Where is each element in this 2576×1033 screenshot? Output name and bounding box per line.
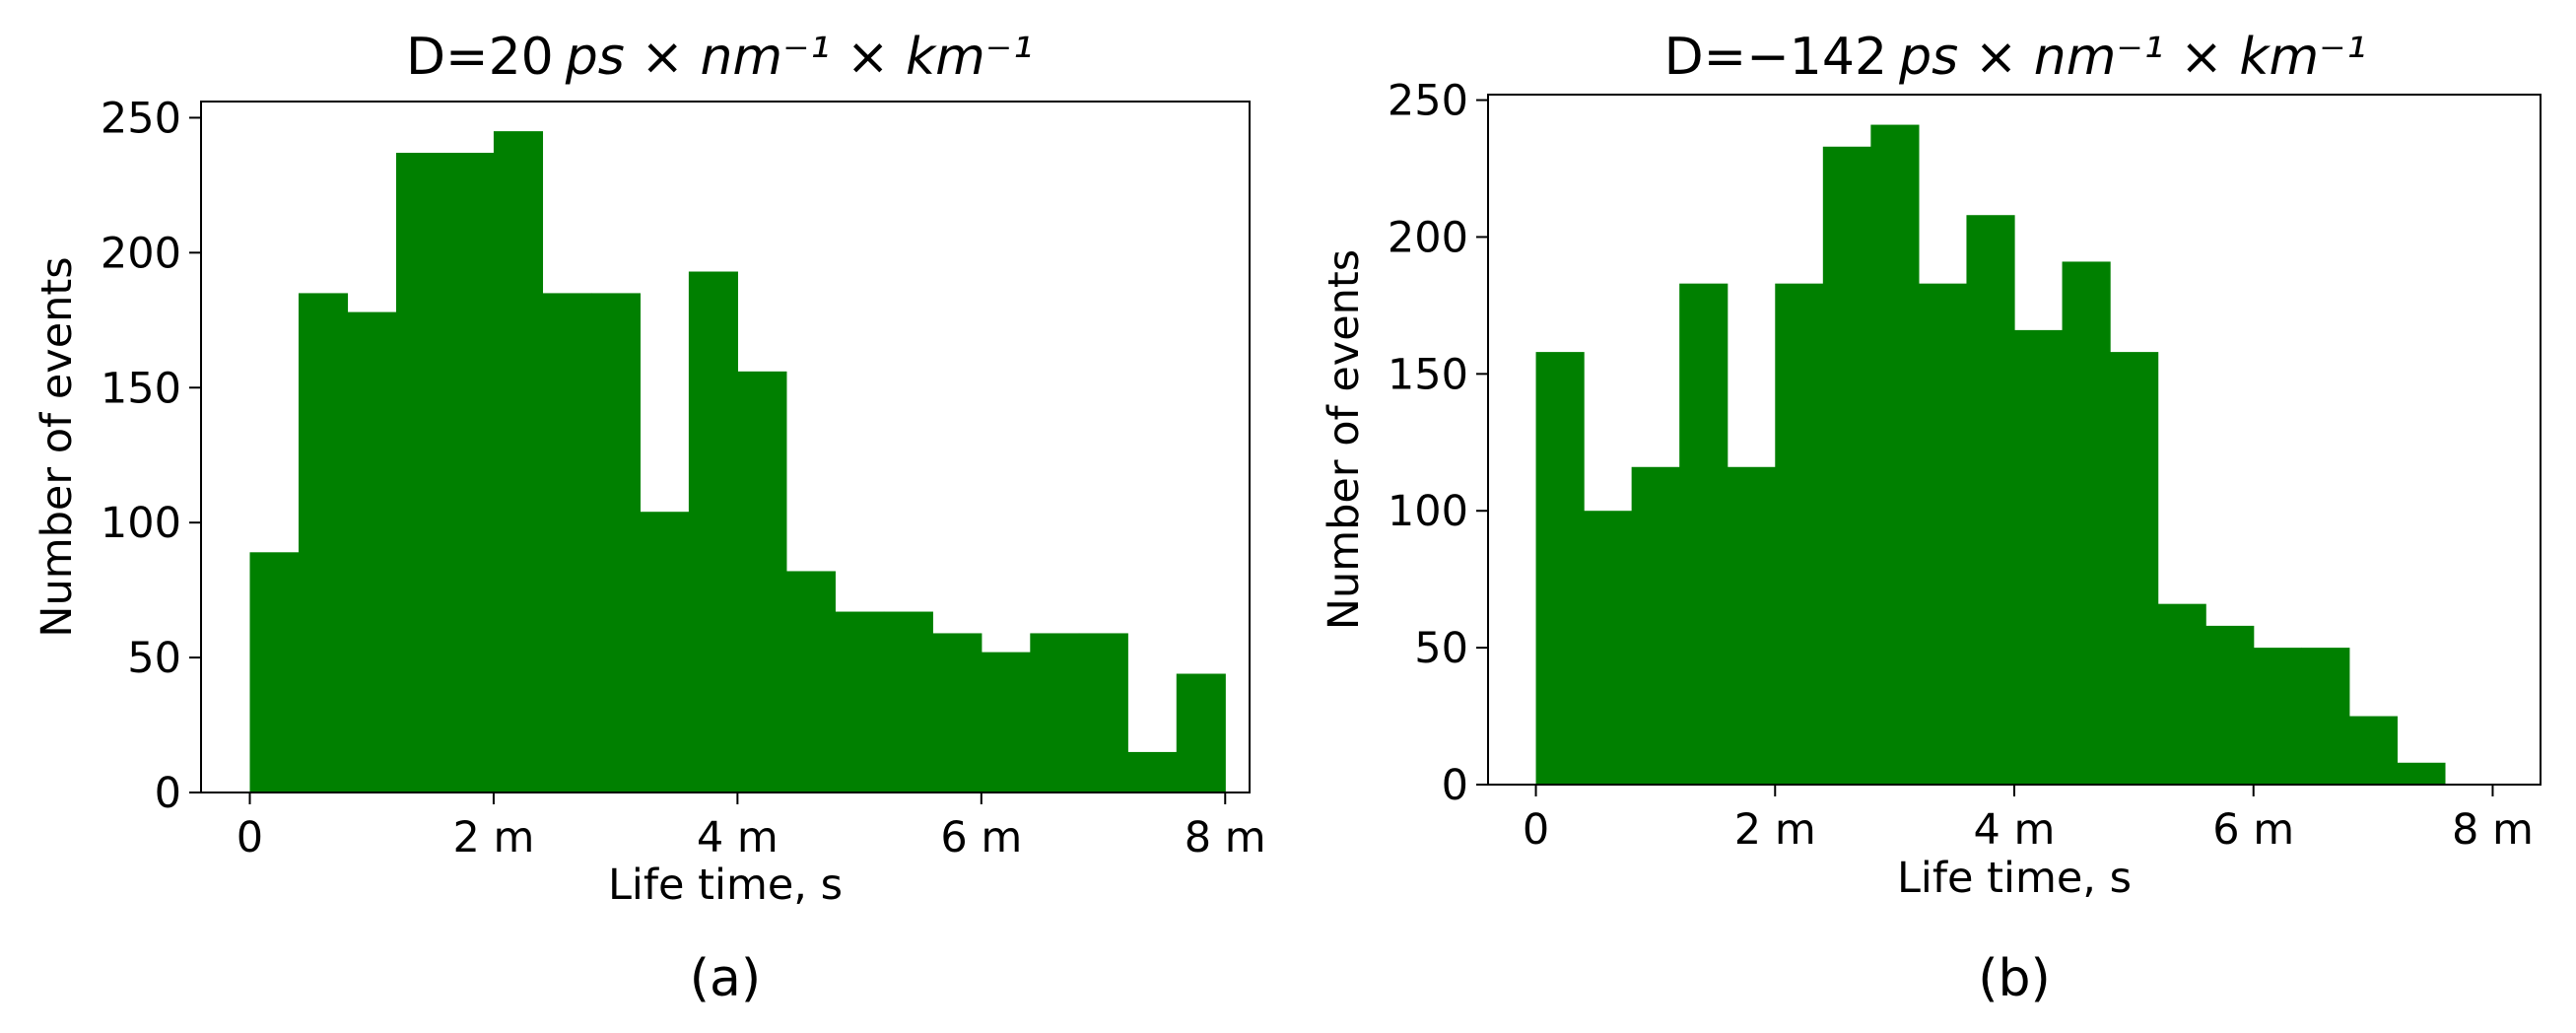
x-tick-label: 0	[237, 813, 263, 862]
plot-frame	[200, 101, 1251, 793]
y-tick-label: 100	[1388, 487, 1468, 536]
bars	[249, 131, 1226, 792]
y-axis-label: Number of events	[1320, 249, 1369, 630]
histogram-bar	[493, 131, 544, 792]
histogram-bar	[981, 652, 1031, 792]
x-axis-ticks: 0 2 m 4 m 6 m 8 m	[237, 792, 1266, 862]
histogram-bar	[737, 371, 787, 792]
y-tick-label: 250	[1388, 77, 1468, 126]
histogram-bar	[1918, 283, 1968, 785]
y-tick-label: 200	[1388, 213, 1468, 262]
histogram-bar	[1176, 673, 1226, 792]
histogram-panel-a: D=20 ps × nm⁻¹ × km⁻¹ 0 2 m 4 m 6 m 8 m 0 50 10…	[33, 28, 1266, 1008]
x-tick-label: 4 m	[697, 813, 779, 862]
x-axis-label: Life time, s	[1897, 854, 2132, 903]
histogram-bar	[444, 153, 495, 792]
histogram-bar	[1030, 633, 1080, 792]
histogram-bar	[347, 311, 397, 792]
histogram-bar	[590, 293, 641, 792]
x-tick-label: 8 m	[2452, 805, 2534, 855]
histogram-bar	[2014, 329, 2064, 785]
x-tick-label: 8 m	[1185, 813, 1266, 862]
histogram-bar	[1775, 283, 1824, 785]
x-tick-label: 2 m	[452, 813, 534, 862]
histogram-bar	[2397, 762, 2446, 785]
x-tick-label: 6 m	[940, 813, 1022, 862]
x-tick-label: 0	[1523, 805, 1549, 855]
y-tick-label: 250	[101, 94, 181, 143]
y-tick-label: 200	[101, 229, 181, 278]
y-tick-label: 50	[127, 634, 181, 683]
histogram-bar	[2205, 625, 2255, 785]
x-tick-label: 4 m	[1974, 805, 2056, 855]
y-tick-label: 150	[1388, 350, 1468, 399]
histogram-bar	[785, 571, 836, 792]
panel-caption: (a)	[690, 949, 761, 1008]
histogram-bar	[1127, 751, 1178, 792]
x-axis-label: Life time, s	[608, 861, 843, 910]
histogram-bar	[2062, 261, 2111, 785]
histogram-bar	[2301, 648, 2350, 785]
chart-title: D=−142 ps × nm⁻¹ × km⁻¹	[1664, 28, 2367, 87]
y-tick-label: 0	[155, 769, 181, 818]
histogram-bar	[1631, 466, 1680, 785]
bars	[1535, 124, 2446, 786]
histogram-bar	[883, 611, 933, 792]
histogram-bar	[1870, 124, 1920, 786]
histogram-bar	[1727, 466, 1776, 785]
y-tick-label: 100	[101, 499, 181, 548]
y-axis-ticks: 0 50 100 150 200 250	[101, 94, 201, 818]
y-tick-label: 50	[1414, 624, 1468, 673]
y-tick-label: 0	[1442, 761, 1468, 810]
y-axis-label: Number of events	[33, 256, 82, 637]
histogram-bar	[542, 293, 592, 792]
histogram-bar	[1535, 352, 1585, 785]
histogram-bar	[932, 633, 983, 792]
histogram-bar	[298, 293, 349, 792]
y-tick-label: 150	[101, 364, 181, 413]
histogram-bar	[2253, 648, 2302, 785]
histogram-bar	[1679, 283, 1729, 785]
histogram-bar	[1822, 146, 1871, 785]
histogram-bar	[1078, 633, 1128, 792]
histogram-bar	[688, 271, 738, 792]
histogram-bar	[395, 153, 446, 792]
histogram-bar	[1584, 511, 1633, 785]
x-axis-ticks: 0 2 m 4 m 6 m 8 m	[1523, 785, 2534, 855]
histogram-bar	[2348, 716, 2398, 785]
x-tick-label: 2 m	[1734, 805, 1816, 855]
histogram-bar	[1966, 215, 2015, 785]
histogram-bar	[2110, 352, 2159, 785]
panel-caption: (b)	[1978, 949, 2051, 1008]
histogram-panel-b: D=−142 ps × nm⁻¹ × km⁻¹ 0 2 m 4 m 6 m 8 m 0 50…	[1320, 28, 2542, 1008]
histogram-bar	[640, 512, 690, 792]
histogram-bar	[249, 552, 300, 792]
chart-title: D=20 ps × nm⁻¹ × km⁻¹	[406, 28, 1033, 87]
histogram-bar	[2157, 603, 2206, 785]
histogram-bar	[835, 611, 885, 792]
y-axis-ticks: 0 50 100 150 200 250	[1388, 77, 1488, 810]
x-tick-label: 6 m	[2212, 805, 2294, 855]
